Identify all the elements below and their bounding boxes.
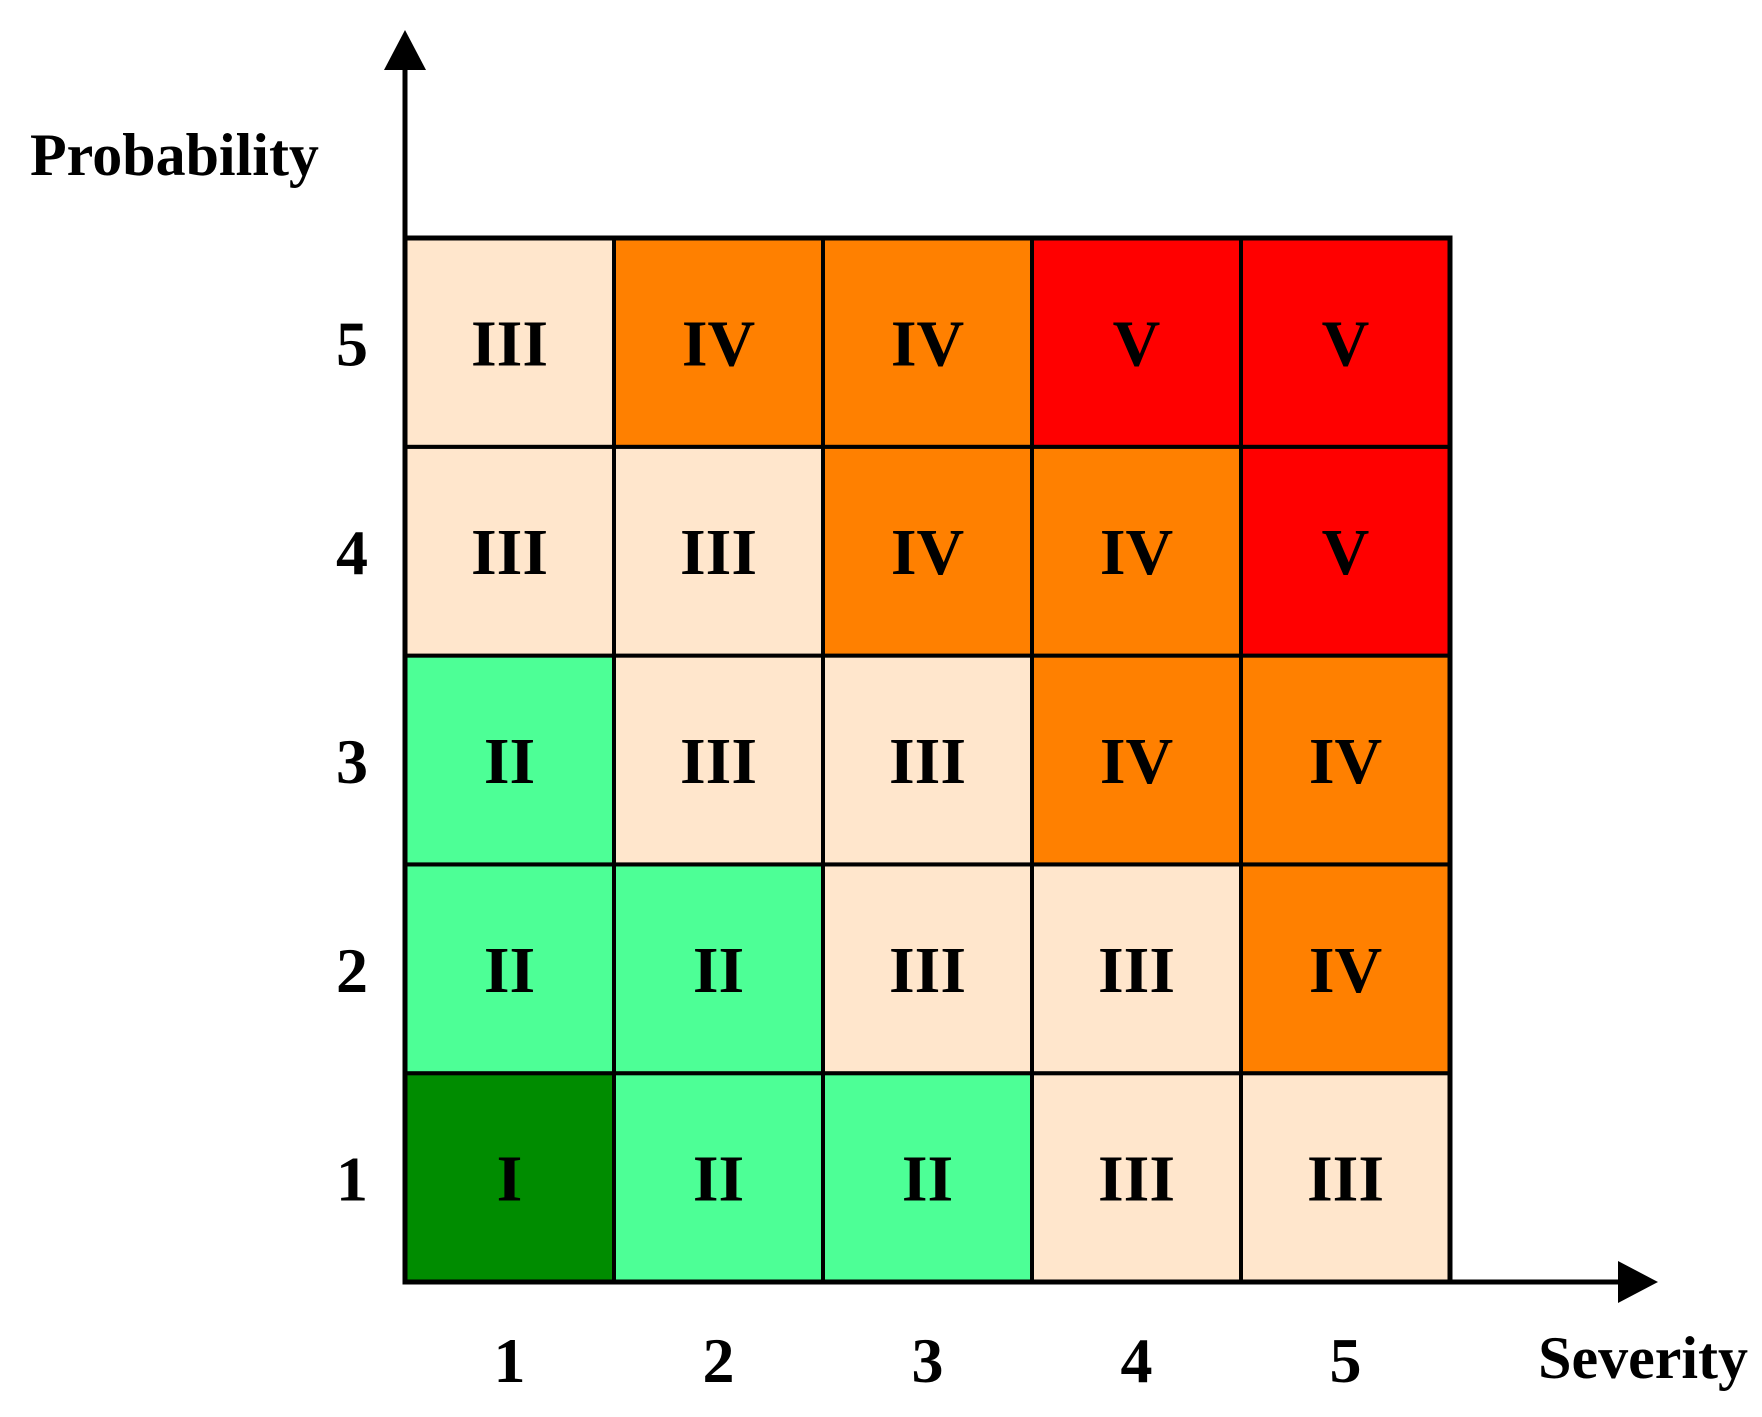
y-tick-label: 5 — [336, 308, 368, 379]
matrix-cell-p2-s5 — [1239, 862, 1452, 1076]
x-axis-arrow — [1618, 1261, 1658, 1303]
matrix-cell-p1-s2 — [612, 1071, 825, 1284]
x-tick-label: 4 — [1121, 1325, 1153, 1396]
y-tick-label: 4 — [336, 517, 368, 588]
y-axis-label: Probability — [30, 122, 319, 188]
cell-level-label: IV — [1309, 934, 1382, 1007]
matrix-cell-p3-s3 — [821, 653, 1034, 867]
cell-level-label: III — [1098, 1143, 1175, 1216]
cell-level-label: IV — [1100, 725, 1173, 798]
cell-level-label: III — [1307, 1143, 1384, 1216]
cell-level-label: II — [693, 934, 744, 1007]
matrix-cell-p4-s4 — [1030, 444, 1243, 658]
cell-level-label: IV — [682, 307, 755, 380]
cell-level-label: IV — [1309, 725, 1382, 798]
tick-labels: 1 2 3 4 5 1 2 3 4 5 — [336, 308, 1362, 1396]
y-tick-label: 2 — [336, 935, 368, 1006]
y-axis-arrow — [384, 30, 426, 70]
matrix-cell-p2-s2 — [612, 862, 825, 1076]
matrix-cell-p4-s5 — [1239, 444, 1452, 658]
y-tick-label: 1 — [336, 1144, 368, 1215]
cell-level-label: III — [680, 516, 757, 589]
cell-level-label: III — [471, 516, 548, 589]
matrix-cell-p2-s4 — [1030, 862, 1243, 1076]
cell-level-label: V — [1322, 516, 1370, 589]
cell-level-label: III — [889, 934, 966, 1007]
cell-level-label: V — [1322, 307, 1370, 380]
matrix-cell-p2-s3 — [821, 862, 1034, 1076]
matrix-cell-p5-s5 — [1239, 236, 1452, 449]
cell-level-label: II — [902, 1143, 953, 1216]
axes — [384, 30, 1658, 1303]
cell-level-label: II — [484, 725, 535, 798]
x-tick-label: 5 — [1330, 1325, 1362, 1396]
x-tick-label: 1 — [494, 1325, 526, 1396]
cell-level-label: IV — [1100, 516, 1173, 589]
x-axis-label: Severity — [1538, 1325, 1748, 1391]
matrix-cell-p4-s2 — [612, 444, 825, 658]
y-tick-label: 3 — [336, 726, 368, 797]
x-tick-label: 2 — [703, 1325, 735, 1396]
cell-level-label: III — [680, 725, 757, 798]
matrix-cell-p5-s1 — [403, 236, 616, 449]
cell-level-label: V — [1113, 307, 1161, 380]
cell-level-label: III — [471, 307, 548, 380]
matrix-cell-p4-s3 — [821, 444, 1034, 658]
cell-level-label: I — [497, 1143, 523, 1216]
matrix-cell-p5-s3 — [821, 236, 1034, 449]
cell-level-label: II — [484, 934, 535, 1007]
x-tick-label: 3 — [912, 1325, 944, 1396]
cell-level-label: III — [1098, 934, 1175, 1007]
cell-level-label: IV — [891, 516, 964, 589]
cell-level-label: IV — [891, 307, 964, 380]
cell-level-label: II — [693, 1143, 744, 1216]
matrix-cell-p3-s2 — [612, 653, 825, 867]
cell-level-label: III — [889, 725, 966, 798]
matrix-cell-p1-s1 — [403, 1071, 616, 1284]
